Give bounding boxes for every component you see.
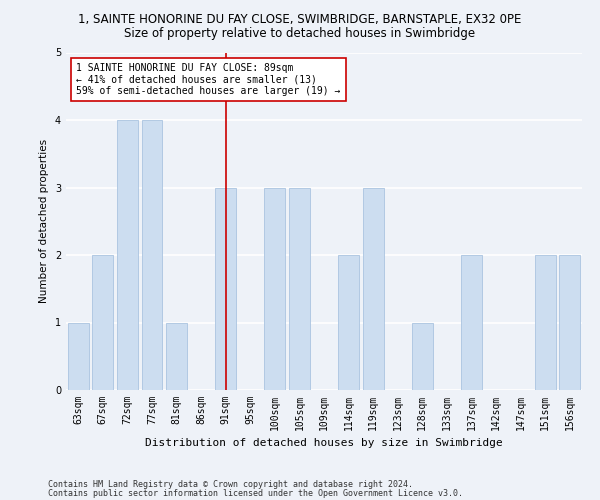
X-axis label: Distribution of detached houses by size in Swimbridge: Distribution of detached houses by size … — [145, 438, 503, 448]
Text: 1 SAINTE HONORINE DU FAY CLOSE: 89sqm
← 41% of detached houses are smaller (13)
: 1 SAINTE HONORINE DU FAY CLOSE: 89sqm ← … — [76, 62, 341, 96]
Bar — [338, 255, 359, 390]
Bar — [412, 322, 433, 390]
Text: Contains public sector information licensed under the Open Government Licence v3: Contains public sector information licen… — [48, 489, 463, 498]
Text: Contains HM Land Registry data © Crown copyright and database right 2024.: Contains HM Land Registry data © Crown c… — [48, 480, 413, 489]
Y-axis label: Number of detached properties: Number of detached properties — [40, 139, 49, 304]
Bar — [461, 255, 482, 390]
Bar — [166, 322, 187, 390]
Bar — [559, 255, 580, 390]
Bar — [142, 120, 163, 390]
Bar — [117, 120, 138, 390]
Text: 1, SAINTE HONORINE DU FAY CLOSE, SWIMBRIDGE, BARNSTAPLE, EX32 0PE: 1, SAINTE HONORINE DU FAY CLOSE, SWIMBRI… — [79, 12, 521, 26]
Bar — [92, 255, 113, 390]
Text: Size of property relative to detached houses in Swimbridge: Size of property relative to detached ho… — [124, 28, 476, 40]
Bar — [535, 255, 556, 390]
Bar — [265, 188, 286, 390]
Bar — [289, 188, 310, 390]
Bar — [215, 188, 236, 390]
Bar — [362, 188, 383, 390]
Bar — [68, 322, 89, 390]
